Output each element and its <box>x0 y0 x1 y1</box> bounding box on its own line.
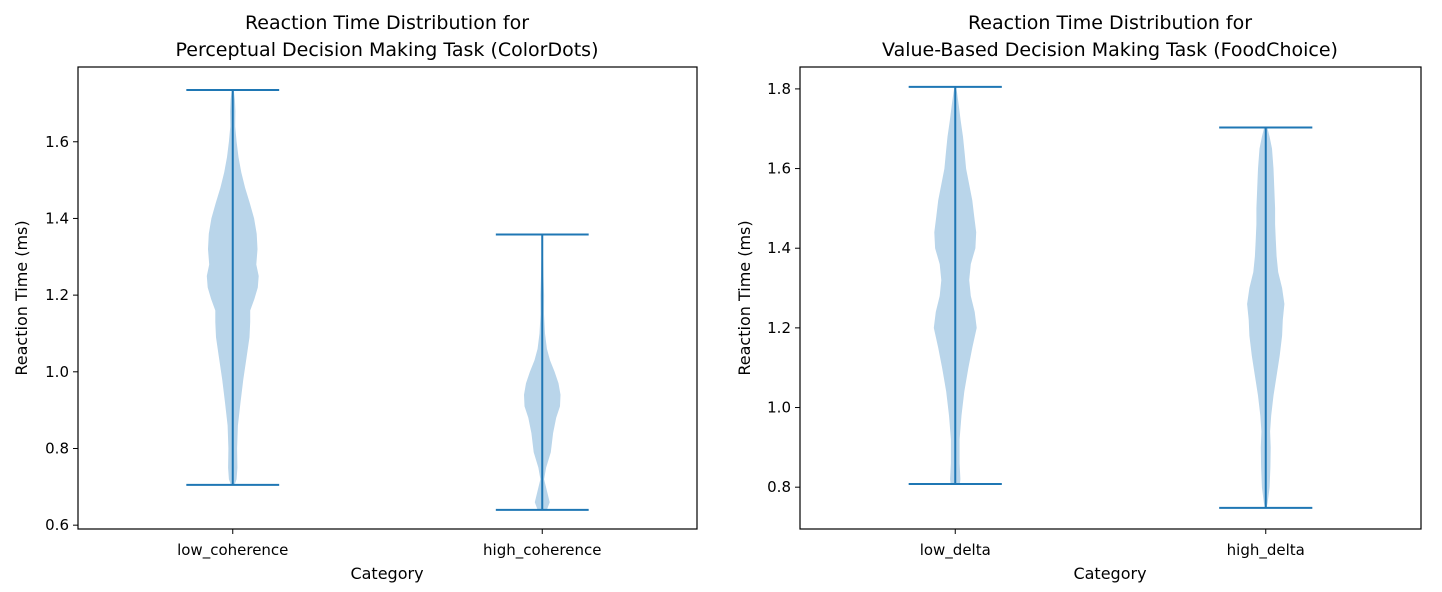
y-tick-label: 1.0 <box>767 399 791 417</box>
plot-frame <box>77 66 698 530</box>
x-tick-label: high_delta <box>1227 541 1305 560</box>
y-axis-label: Reaction Time (ms) <box>735 220 754 375</box>
chart-title-line2: Value-Based Decision Making Task (FoodCh… <box>882 39 1338 61</box>
chart-title-line1: Reaction Time Distribution for <box>968 12 1252 34</box>
chart-title-line2: Perceptual Decision Making Task (ColorDo… <box>176 39 599 61</box>
chart-left: Reaction Time Distribution for Perceptua… <box>12 12 698 583</box>
x-axis-label: Category <box>1073 564 1146 583</box>
chart-right: Reaction Time Distribution for Value-Bas… <box>735 12 1422 583</box>
y-tick-label: 1.0 <box>45 363 69 381</box>
plot-frame <box>799 66 1422 530</box>
y-tick-label: 0.6 <box>45 516 69 534</box>
plot-area: 0.6 0.8 1.0 1.2 1.4 1.6 low_coherence high_cohe… <box>45 66 698 560</box>
plot-area: 0.8 1.0 1.2 1.4 1.6 1.8 low_delta high_delta <box>767 66 1422 560</box>
y-tick-label: 1.2 <box>45 286 69 304</box>
y-tick-label: 1.2 <box>767 319 791 337</box>
y-tick-label: 1.4 <box>767 239 791 257</box>
y-tick-label: 0.8 <box>767 478 791 496</box>
y-tick-label: 1.6 <box>767 160 791 178</box>
y-axis-label: Reaction Time (ms) <box>12 220 31 375</box>
y-tick-label: 1.4 <box>45 209 69 227</box>
x-tick-label: low_coherence <box>177 541 288 560</box>
y-tick-label: 0.8 <box>45 439 69 457</box>
x-tick-label: high_coherence <box>483 541 601 560</box>
y-tick-label: 1.6 <box>45 133 69 151</box>
chart-title-line1: Reaction Time Distribution for <box>245 12 529 34</box>
x-axis-label: Category <box>350 564 423 583</box>
y-tick-label: 1.8 <box>767 80 791 98</box>
x-tick-label: low_delta <box>920 541 991 560</box>
